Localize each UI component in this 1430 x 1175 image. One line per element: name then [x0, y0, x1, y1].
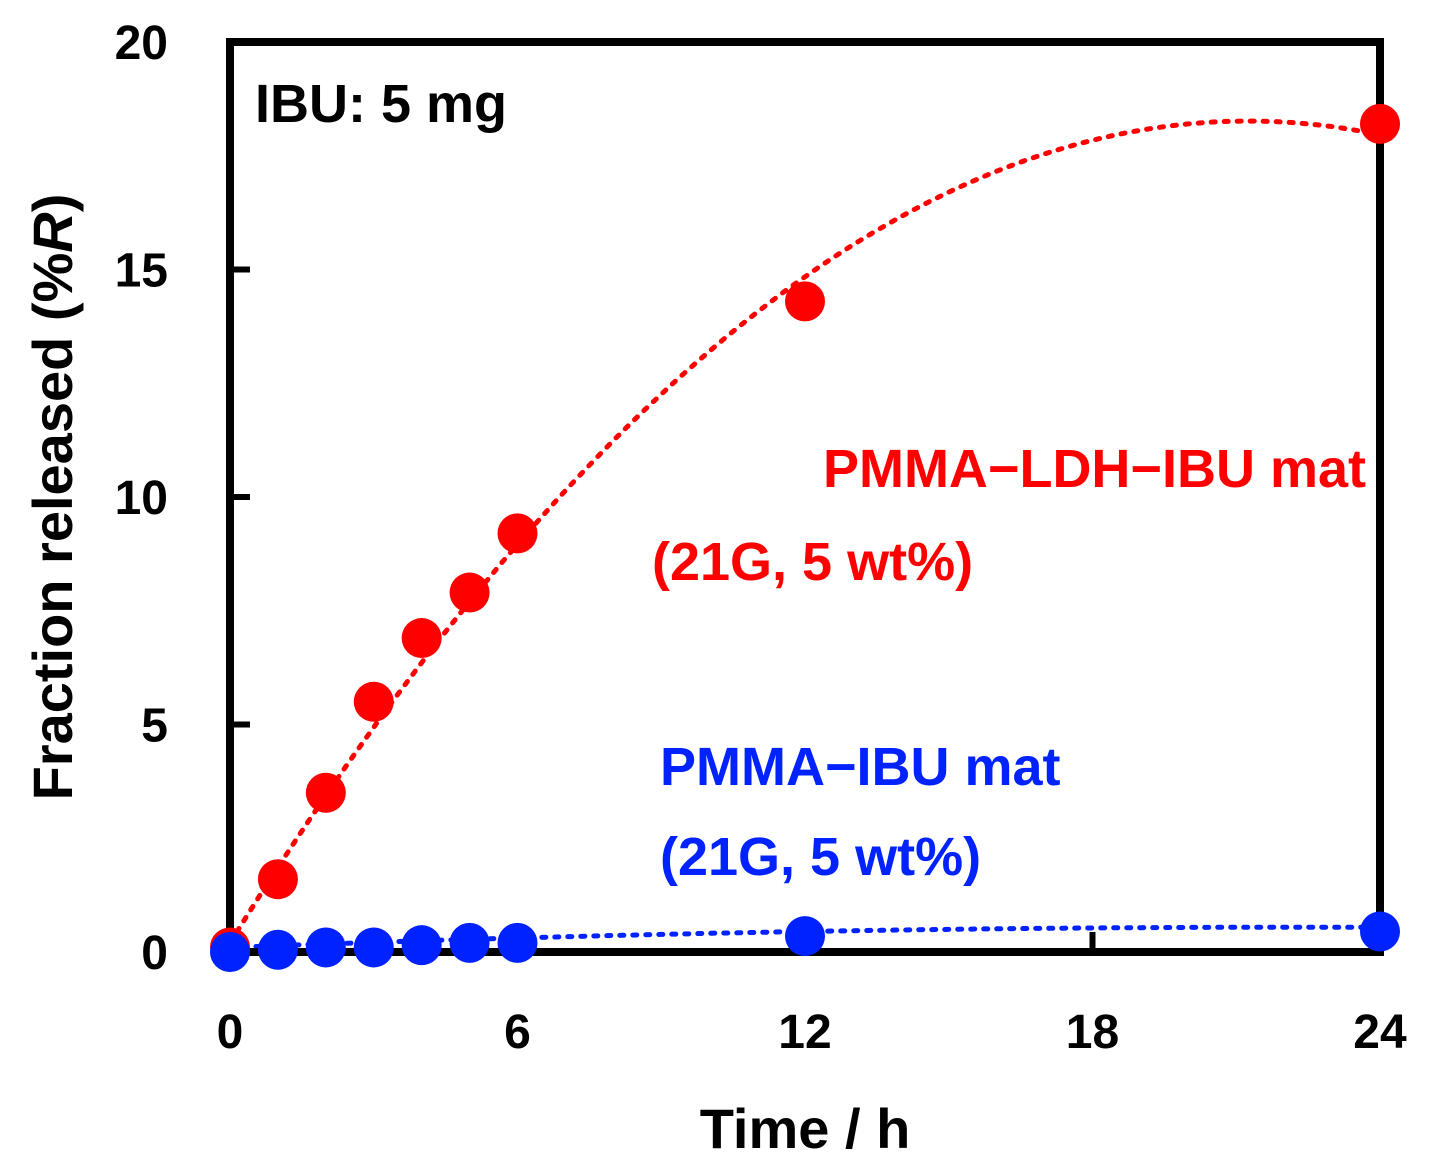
x-tick-label-1: 6	[504, 1006, 531, 1059]
data-points	[210, 103, 1400, 972]
point-series-1-8	[1360, 911, 1400, 952]
point-series-0-5	[449, 572, 490, 613]
series-label-blue-line1: PMMA−IBU mat	[660, 737, 1061, 797]
point-series-1-3	[353, 927, 394, 968]
y-axis-title-close: )	[21, 194, 84, 213]
point-series-0-7	[785, 281, 825, 322]
point-series-0-6	[497, 513, 538, 554]
y-tick-label-2: 10	[115, 472, 168, 525]
y-tick-label-4: 20	[115, 17, 168, 70]
point-series-1-0	[210, 932, 250, 972]
x-tick-label-0: 0	[217, 1006, 244, 1059]
point-series-1-7	[785, 916, 825, 957]
point-series-0-3	[353, 681, 394, 722]
x-tick-label-2: 12	[778, 1006, 831, 1059]
point-series-1-1	[257, 929, 298, 970]
y-tick-label-3: 15	[115, 245, 168, 298]
point-series-1-4	[401, 925, 442, 966]
point-series-0-2	[305, 772, 346, 813]
fit-line-series-0	[227, 118, 1383, 946]
point-series-0-1	[257, 859, 298, 900]
point-series-0-4	[401, 618, 442, 659]
point-series-1-6	[497, 922, 538, 963]
series-label-red-line2: (21G, 5 wt%)	[652, 532, 973, 592]
series-label-blue-line2: (21G, 5 wt%)	[660, 827, 981, 887]
point-series-1-5	[449, 922, 490, 963]
point-series-1-2	[305, 927, 346, 968]
point-series-0-8	[1360, 103, 1400, 144]
series-label-red-line1: PMMA−LDH−IBU mat	[823, 439, 1366, 499]
y-axis-title: Fraction released (%R)	[21, 194, 84, 801]
y-tick-label-0: 0	[141, 927, 168, 980]
y-axis-title-main: Fraction released (%	[21, 253, 84, 801]
annotation-label: IBU: 5 mg	[255, 74, 507, 134]
tick-labels: 0 6 12 18 24 0 5 10 15 20	[115, 17, 1407, 1059]
y-tick-label-1: 5	[141, 700, 168, 753]
x-tick-label-3: 18	[1066, 1006, 1119, 1059]
x-axis-title: Time / h	[700, 1097, 911, 1160]
x-tick-label-4: 24	[1353, 1006, 1407, 1059]
y-axis-title-italic: R	[21, 212, 84, 253]
